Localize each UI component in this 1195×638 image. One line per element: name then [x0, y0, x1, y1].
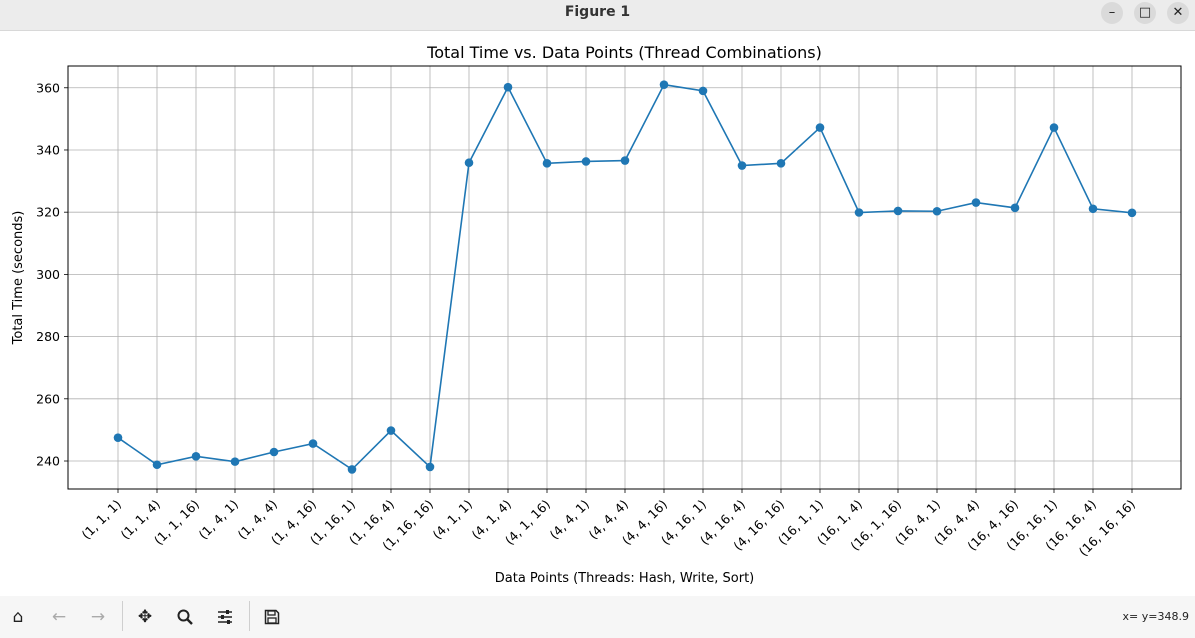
minimize-button[interactable]: –: [1101, 2, 1123, 24]
data-point: [308, 439, 318, 448]
data-point: [698, 86, 708, 96]
y-axis-label: Total Time (seconds): [11, 211, 26, 346]
chart-title: Total Time vs. Data Points (Thread Combi…: [426, 43, 822, 62]
close-icon: ✕: [1172, 5, 1184, 20]
data-point: [386, 426, 396, 435]
data-point: [347, 465, 357, 474]
series-total-time: [113, 80, 1137, 474]
data-point: [542, 159, 552, 168]
data-point: [503, 82, 513, 92]
data-point: [854, 208, 864, 217]
data-point: [191, 452, 201, 461]
y-tick-label: 260: [36, 391, 60, 406]
back-button[interactable]: ←: [47, 605, 71, 629]
maximize-icon: □: [1138, 5, 1152, 20]
x-tick-label: (1, 4, 1): [196, 497, 242, 543]
configure-subplots-button[interactable]: [213, 605, 237, 629]
x-axis-label: Data Points (Threads: Hash, Write, Sort): [495, 571, 755, 586]
y-tick-label: 320: [36, 205, 60, 220]
close-button[interactable]: ✕: [1167, 2, 1189, 24]
move-icon: ✥: [137, 607, 153, 627]
y-tick-label: 280: [36, 329, 60, 344]
y-tick-label: 240: [36, 454, 60, 469]
home-icon: ⌂: [12, 607, 24, 627]
data-point: [230, 457, 240, 466]
plot-area[interactable]: [67, 65, 1182, 490]
y-tick-label: 300: [36, 267, 60, 282]
data-point: [737, 161, 747, 170]
data-point: [932, 206, 942, 216]
data-point: [1010, 203, 1020, 213]
data-point: [971, 198, 981, 207]
x-tick-label: (4, 4, 1): [547, 497, 593, 543]
data-point: [425, 462, 435, 472]
pan-button[interactable]: ✥: [133, 605, 157, 629]
data-point: [659, 80, 669, 89]
data-point: [1127, 208, 1137, 218]
data-point: [581, 157, 591, 166]
axis-ticks: (1, 1, 1)(1, 1, 4)(1, 1, 16)(1, 4, 1)(1,…: [36, 80, 1138, 559]
window-title: Figure 1: [564, 4, 631, 20]
forward-button[interactable]: →: [86, 605, 110, 629]
data-point: [776, 159, 786, 168]
back-arrow-icon: ←: [51, 607, 67, 627]
home-button[interactable]: ⌂: [6, 605, 30, 629]
search-icon: [177, 609, 193, 625]
chart: Total Time vs. Data Points (Thread Combi…: [11, 43, 1182, 586]
window-titlebar: Figure 1 – □ ✕: [0, 0, 1195, 31]
data-point: [815, 123, 825, 132]
grid: [68, 66, 1181, 489]
data-point: [464, 158, 474, 168]
y-tick-label: 340: [36, 142, 60, 157]
cursor-coordinates: x= y=348.9: [1122, 610, 1189, 623]
zoom-button[interactable]: [173, 605, 197, 629]
toolbar-divider: [122, 601, 123, 631]
data-point: [1049, 123, 1059, 132]
minimize-icon: –: [1108, 5, 1116, 20]
save-button[interactable]: [260, 605, 284, 629]
floppy-icon: [264, 609, 280, 625]
maximize-button[interactable]: □: [1134, 2, 1156, 24]
x-tick-label: (1, 1, 1): [79, 497, 125, 543]
toolbar-divider: [249, 601, 250, 631]
x-tick-label: (4, 1, 1): [430, 497, 476, 543]
data-point: [1088, 204, 1098, 214]
data-point: [620, 156, 630, 165]
data-point: [152, 460, 162, 470]
data-point: [113, 433, 123, 442]
data-point: [893, 206, 903, 216]
y-tick-label: 360: [36, 80, 60, 95]
data-point: [269, 447, 279, 457]
sliders-icon: [218, 610, 232, 624]
navigation-toolbar: ⌂ ← → ✥ x= y=348.9: [0, 596, 1195, 638]
forward-arrow-icon: →: [90, 607, 106, 627]
